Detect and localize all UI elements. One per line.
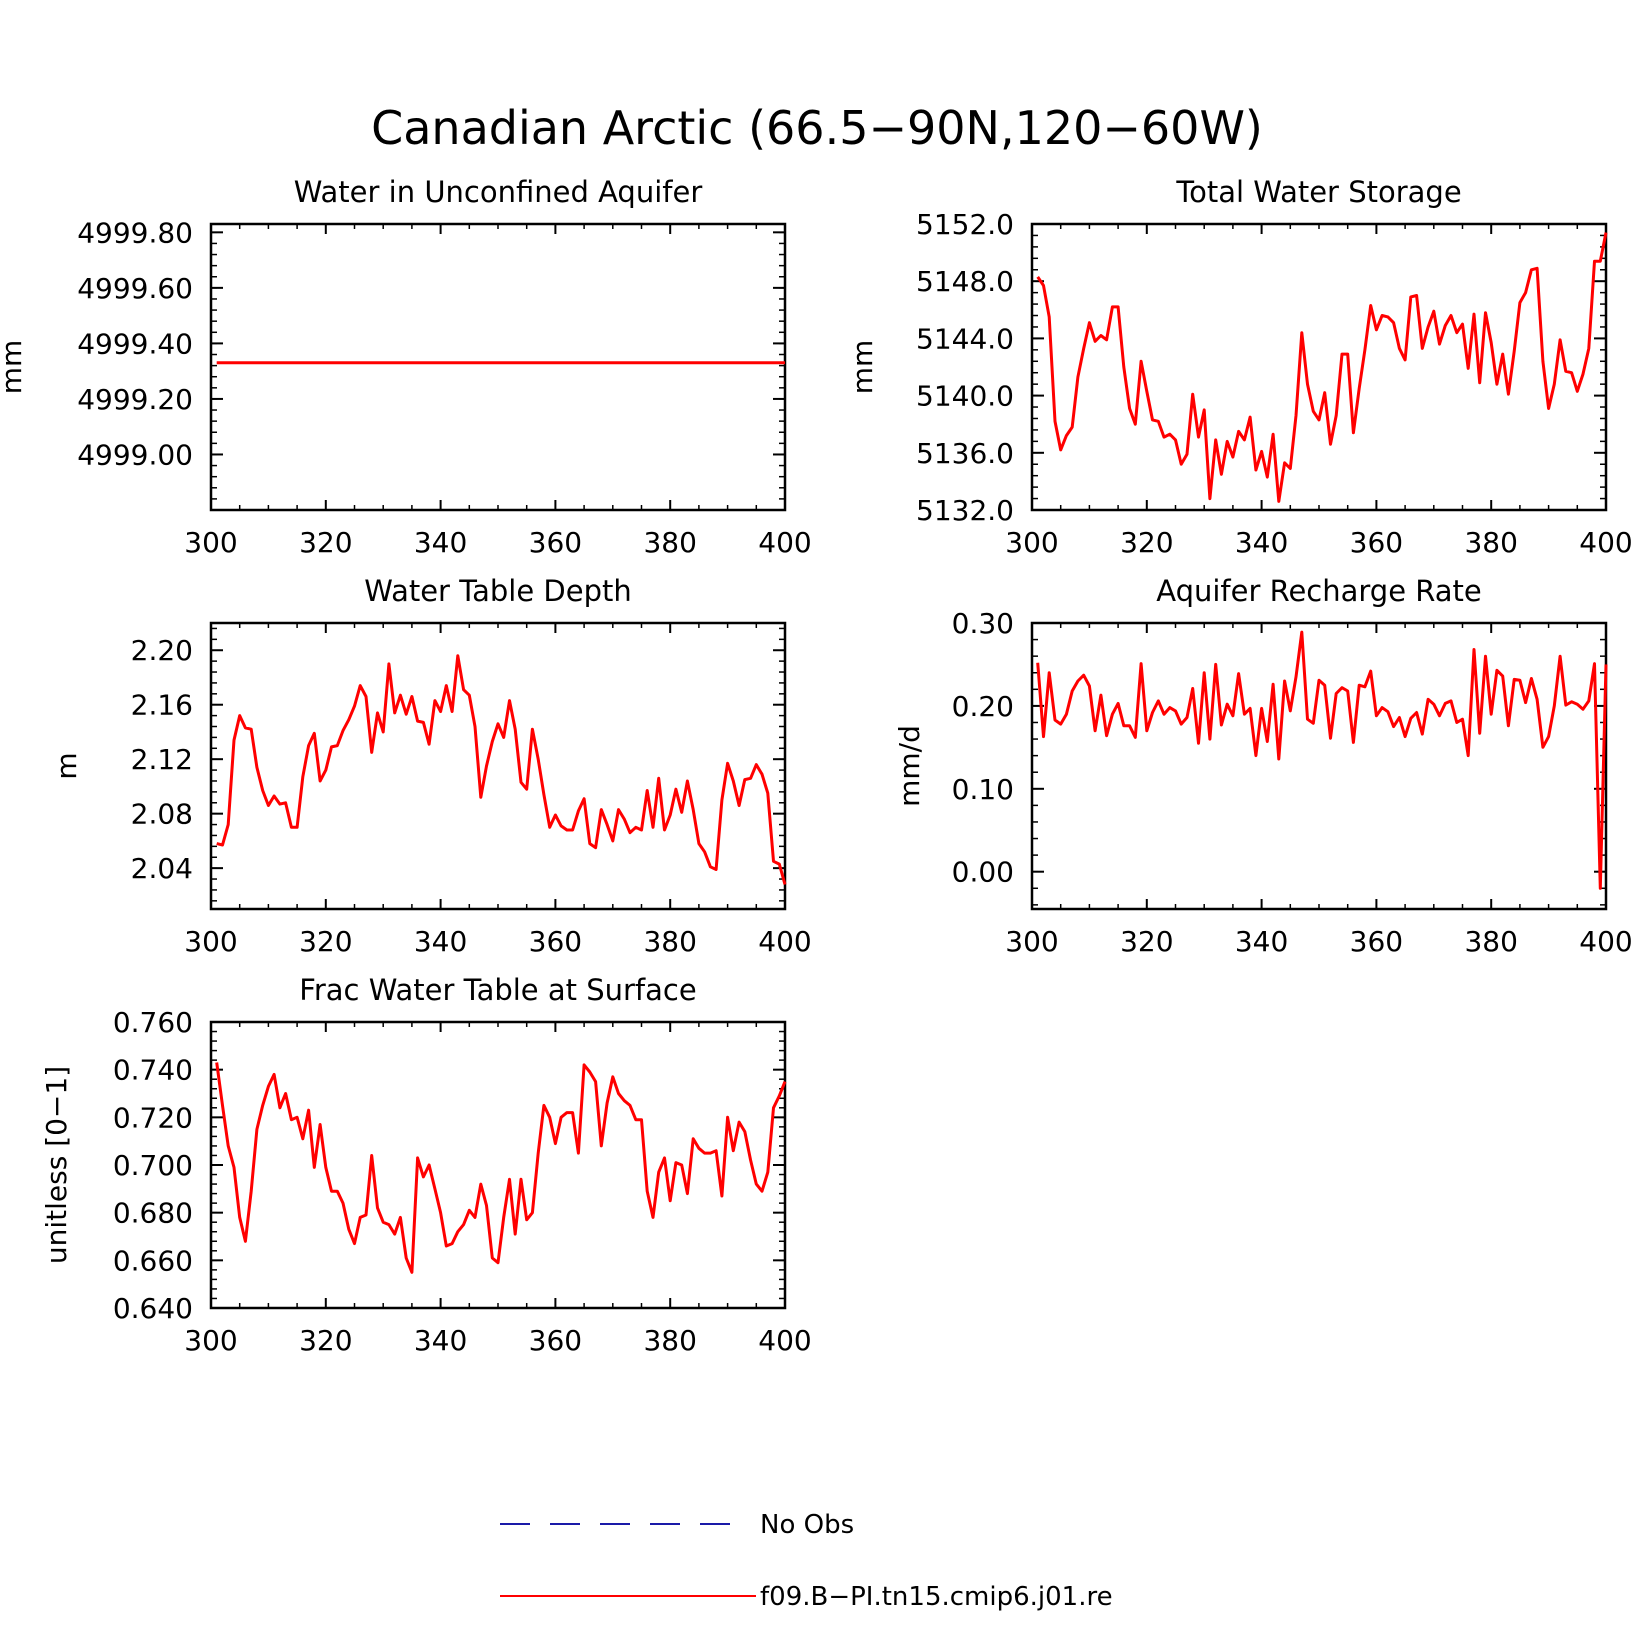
y-tick-label: 2.04 [131, 852, 193, 885]
y-tick-label: 4999.40 [77, 327, 193, 360]
x-tick-label: 400 [758, 925, 811, 958]
figure-title: Canadian Arctic (66.5−90N,120−60W) [371, 101, 1263, 155]
legend-label-model: f09.B−PI.tn15.cmip6.j01.re [760, 1582, 1113, 1612]
y-tick-label: 0.30 [952, 607, 1014, 640]
y-tick-label: 4999.60 [77, 272, 193, 305]
panel-title: Water in Unconfined Aquifer [294, 175, 703, 209]
panel-frac-water-table: Frac Water Table at Surface 300 320 340 360 3… [40, 973, 812, 1357]
x-tick-label: 360 [529, 526, 582, 559]
x-tick-label: 380 [1464, 526, 1517, 559]
x-tick-label: 380 [643, 526, 696, 559]
x-tick-label: 300 [184, 1324, 237, 1357]
x-tick-label: 300 [184, 925, 237, 958]
x-tick-label: 360 [529, 1324, 582, 1357]
legend: No Obs f09.B−PI.tn15.cmip6.j01.re [500, 1510, 1113, 1612]
y-tick-label: 2.16 [131, 689, 193, 722]
y-tick-label: 4999.00 [77, 438, 193, 471]
y-tick-label: 5136.0 [916, 437, 1014, 470]
x-tick-label: 340 [414, 925, 467, 958]
y-axis-label: mm [0, 340, 28, 395]
x-tick-label: 340 [1235, 526, 1288, 559]
y-tick-label: 5132.0 [916, 494, 1014, 527]
x-tick-label: 320 [1120, 925, 1173, 958]
x-tick-label: 400 [1579, 925, 1632, 958]
x-tick-label: 320 [299, 925, 352, 958]
y-axis-label: unitless [0−1] [40, 1066, 73, 1264]
x-tick-label: 400 [758, 1324, 811, 1357]
panel-total-water-storage: Total Water Storage 300 320 340 360 380 400 513… [846, 175, 1633, 559]
y-axis-label: mm [846, 340, 879, 395]
y-tick-label: 0.00 [952, 856, 1014, 889]
y-tick-label: 5144.0 [916, 322, 1014, 355]
panel-title: Total Water Storage [1175, 175, 1461, 209]
x-tick-label: 340 [1235, 925, 1288, 958]
x-tick-label: 360 [1350, 526, 1403, 559]
x-tick-label: 300 [1005, 526, 1058, 559]
panel-title: Aquifer Recharge Rate [1156, 574, 1482, 608]
y-tick-label: 5148.0 [916, 265, 1014, 298]
y-tick-label: 4999.20 [77, 383, 193, 416]
plot-frame [209, 621, 787, 911]
x-tick-label: 360 [1350, 925, 1403, 958]
x-tick-label: 320 [299, 1324, 352, 1357]
plot-frame [209, 1020, 787, 1310]
x-tick-label: 340 [414, 1324, 467, 1357]
legend-label-no-obs: No Obs [760, 1510, 854, 1540]
plot-frame [1030, 222, 1608, 512]
y-tick-label: 2.12 [131, 743, 193, 776]
x-tick-label: 320 [299, 526, 352, 559]
panel-water-table-depth: Water Table Depth 300 320 340 360 380 400 2.04 2… [50, 574, 812, 958]
y-axis-label: m [50, 752, 83, 779]
plot-frame [209, 222, 787, 512]
x-tick-label: 400 [758, 526, 811, 559]
x-tick-label: 380 [1464, 925, 1517, 958]
y-tick-label: 0.760 [113, 1006, 193, 1039]
series-line [216, 654, 787, 885]
x-tick-label: 380 [643, 925, 696, 958]
x-tick-label: 400 [1579, 526, 1632, 559]
plot-frame [1030, 621, 1608, 911]
y-tick-label: 0.680 [113, 1197, 193, 1230]
series-line [1036, 630, 1608, 890]
y-tick-label: 0.740 [113, 1054, 193, 1087]
y-tick-label: 0.640 [113, 1292, 193, 1325]
x-tick-label: 300 [184, 526, 237, 559]
y-tick-label: 2.20 [131, 634, 193, 667]
panel-aquifer-recharge-rate: Aquifer Recharge Rate 300 320 340 360 380 400 0… [893, 574, 1633, 958]
y-tick-label: 2.08 [131, 798, 193, 831]
y-tick-label: 0.10 [952, 773, 1014, 806]
panels: Water in Unconfined Aquifer 300 320 340 360 3… [0, 175, 1633, 1357]
panel-title: Frac Water Table at Surface [299, 973, 696, 1007]
y-tick-label: 0.700 [113, 1149, 193, 1182]
x-tick-label: 300 [1005, 925, 1058, 958]
series-line [215, 1062, 787, 1274]
y-tick-label: 5140.0 [916, 380, 1014, 413]
series-line [1036, 232, 1608, 503]
y-tick-label: 0.720 [113, 1101, 193, 1134]
y-tick-label: 0.20 [952, 690, 1014, 723]
y-axis-label: mm/d [893, 725, 926, 807]
x-tick-label: 380 [643, 1324, 696, 1357]
y-tick-label: 0.660 [113, 1244, 193, 1277]
panel-aquifer-water: Water in Unconfined Aquifer 300 320 340 360 3… [0, 175, 812, 559]
x-tick-label: 320 [1120, 526, 1173, 559]
panel-title: Water Table Depth [364, 574, 632, 608]
y-tick-label: 5152.0 [916, 208, 1014, 241]
x-tick-label: 340 [414, 526, 467, 559]
y-tick-label: 4999.80 [77, 216, 193, 249]
x-tick-label: 360 [529, 925, 582, 958]
